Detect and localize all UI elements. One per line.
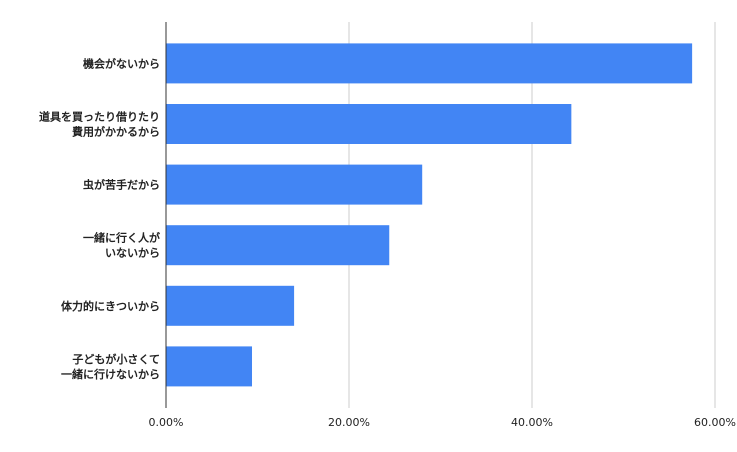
x-tick-label: 0.00% (149, 416, 184, 429)
bar (166, 164, 423, 205)
category-label: 体力的にきついから (61, 299, 160, 313)
category-label: 子どもが小さくて一緒に行けないから (61, 352, 160, 381)
bar (166, 346, 253, 387)
category-label: 道具を買ったり借りたり費用がかかるから (39, 110, 160, 139)
category-label: 一緒に行く人がいないから (83, 231, 160, 260)
bars (166, 43, 693, 387)
bar (166, 285, 295, 326)
category-label: 機会がないから (83, 56, 160, 70)
x-tick-labels: 0.00% 20.00% 40.00% 60.00% (149, 416, 736, 429)
grid-lines (348, 22, 716, 408)
bar (166, 104, 572, 144)
category-label: 虫が苦手だから (83, 178, 160, 192)
bar (166, 43, 693, 84)
x-tick-label: 40.00% (511, 416, 553, 429)
bar (166, 225, 390, 266)
x-tick-label: 60.00% (694, 416, 736, 429)
x-tick-label: 20.00% (328, 416, 370, 429)
category-labels: 機会がないから道具を買ったり借りたり費用がかかるから虫が苦手だから一緒に行く人が… (39, 56, 160, 381)
